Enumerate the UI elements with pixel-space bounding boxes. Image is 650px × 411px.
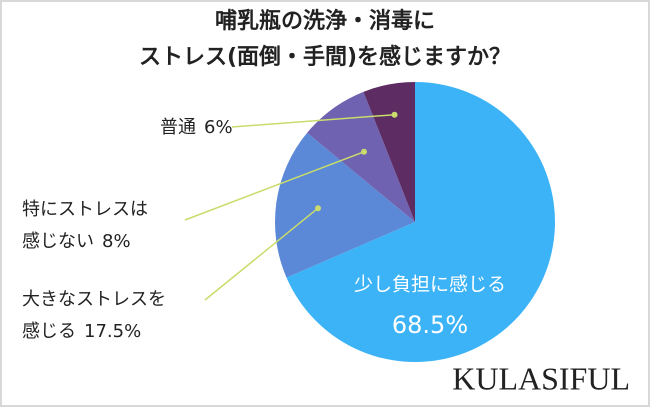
title-line: 哺乳瓶の洗浄・消毒に xyxy=(215,8,435,34)
category-label: 大きなストレスを xyxy=(22,289,166,310)
leader-line xyxy=(184,151,365,221)
category-label: 感じる xyxy=(22,321,76,342)
leader-dot xyxy=(360,148,367,155)
category-label: 感じない xyxy=(22,231,94,252)
category-label: 普通 xyxy=(160,117,196,138)
pie-slice xyxy=(286,82,555,362)
leader-dot xyxy=(391,111,398,118)
leader-dot xyxy=(314,205,321,212)
slice-label: 少し負担に感じる xyxy=(354,274,506,296)
leader-line xyxy=(204,207,319,301)
brand: KULASIFUL xyxy=(452,360,630,396)
value-label: 17.5% xyxy=(84,321,141,342)
value-label: 6% xyxy=(204,117,233,138)
pie-slice xyxy=(363,82,415,222)
leader-line xyxy=(231,113,395,128)
title-line: ストレス(面倒・手間)を感じますか？ xyxy=(139,44,511,70)
category-label: 特にストレスは xyxy=(22,199,148,220)
pie-slice xyxy=(307,91,415,222)
pie-slice xyxy=(274,132,415,278)
value-label: 68.5% xyxy=(392,311,468,339)
value-label: 8% xyxy=(102,231,131,252)
